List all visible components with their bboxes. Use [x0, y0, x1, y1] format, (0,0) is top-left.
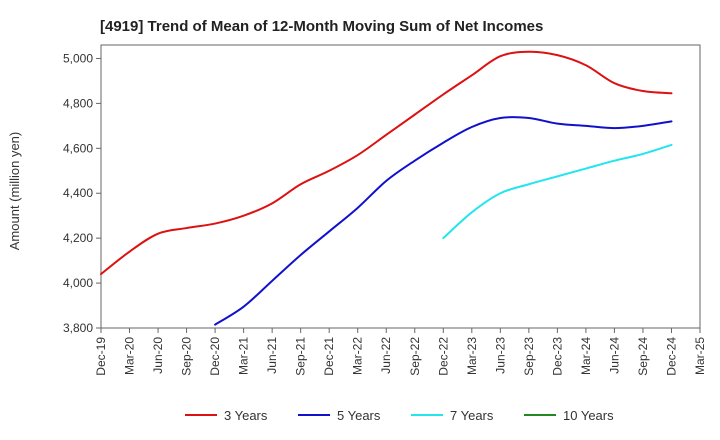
- legend: 3 Years 5 Years 7 Years 10 Years: [185, 408, 614, 423]
- chart-title: [4919] Trend of Mean of 12-Month Moving …: [100, 18, 543, 35]
- x-tick-label: Sep-21: [294, 337, 308, 376]
- x-tick-label: Dec-22: [436, 337, 450, 376]
- x-tick-label: Jun-20: [151, 337, 165, 374]
- x-tick-label: Mar-23: [465, 337, 479, 375]
- x-tick-label: Dec-19: [94, 337, 108, 376]
- x-tick-label: Dec-20: [208, 337, 222, 376]
- legend-label-7-years: 7 Years: [450, 408, 494, 423]
- series-line-7-years: [442, 143, 673, 240]
- x-tick-label: Jun-23: [493, 337, 507, 374]
- x-tick-label: Mar-21: [237, 337, 251, 375]
- y-tick-label: 4,400: [63, 186, 93, 200]
- y-tick-label: 4,800: [63, 96, 93, 110]
- y-tick-label: 5,000: [63, 51, 93, 65]
- series-line-5-years: [214, 116, 673, 326]
- x-tick-label: Sep-23: [522, 337, 536, 376]
- x-tick-label: Mar-22: [351, 337, 365, 375]
- y-tick-label: 3,800: [63, 321, 93, 335]
- y-axis-title: Amount (million yen): [7, 132, 22, 251]
- x-tick-label: Mar-20: [123, 337, 137, 375]
- x-tick-label: Dec-24: [664, 337, 678, 376]
- legend-label-10-years: 10 Years: [563, 408, 614, 423]
- x-tick-label: Jun-24: [607, 337, 621, 374]
- x-tick-label: Dec-21: [322, 337, 336, 376]
- x-tick-label: Jun-22: [379, 337, 393, 374]
- series-line-3-years: [100, 50, 673, 276]
- y-tick-label: 4,200: [63, 231, 93, 245]
- x-tick-label: Sep-20: [180, 337, 194, 376]
- y-tick-label: 4,000: [63, 276, 93, 290]
- x-tick-label: Sep-24: [636, 337, 650, 376]
- series-lines: [100, 50, 673, 326]
- y-tick-label: 4,600: [63, 141, 93, 155]
- plot-area: [100, 44, 701, 329]
- x-tick-label: Mar-24: [579, 337, 593, 375]
- legend-label-5-years: 5 Years: [337, 408, 381, 423]
- x-tick-label: Dec-23: [550, 337, 564, 376]
- x-tick-label: Mar-25: [693, 337, 707, 375]
- x-tick-label: Sep-22: [408, 337, 422, 376]
- legend-label-3-years: 3 Years: [224, 408, 268, 423]
- axes: 3,800 4,000 4,200 4,400 4,600 4,800 5,000 Dec-1…: [63, 44, 707, 376]
- x-tick-label: Jun-21: [265, 337, 279, 374]
